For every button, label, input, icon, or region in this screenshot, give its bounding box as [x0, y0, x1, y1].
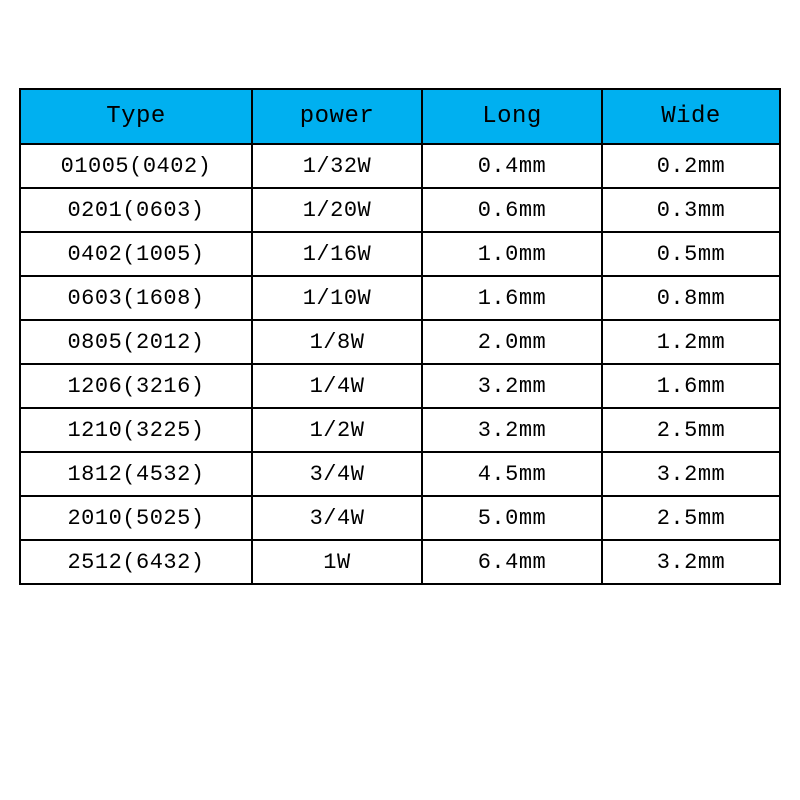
cell-wide: 3.2mm: [602, 452, 780, 496]
cell-long: 4.5mm: [422, 452, 602, 496]
cell-long: 1.0mm: [422, 232, 602, 276]
col-header-power: power: [252, 89, 422, 144]
cell-type: 1812(4532): [20, 452, 252, 496]
cell-long: 1.6mm: [422, 276, 602, 320]
table-row: 1812(4532) 3/4W 4.5mm 3.2mm: [20, 452, 780, 496]
cell-power: 3/4W: [252, 452, 422, 496]
cell-long: 0.6mm: [422, 188, 602, 232]
cell-type: 0402(1005): [20, 232, 252, 276]
table-body: 01005(0402) 1/32W 0.4mm 0.2mm 0201(0603)…: [20, 144, 780, 584]
cell-wide: 2.5mm: [602, 408, 780, 452]
col-header-long: Long: [422, 89, 602, 144]
cell-wide: 3.2mm: [602, 540, 780, 584]
cell-type: 0201(0603): [20, 188, 252, 232]
cell-type: 01005(0402): [20, 144, 252, 188]
cell-wide: 0.8mm: [602, 276, 780, 320]
cell-type: 0603(1608): [20, 276, 252, 320]
cell-power: 3/4W: [252, 496, 422, 540]
table-row: 0402(1005) 1/16W 1.0mm 0.5mm: [20, 232, 780, 276]
cell-power: 1/10W: [252, 276, 422, 320]
cell-type: 1210(3225): [20, 408, 252, 452]
table-header: Type power Long Wide: [20, 89, 780, 144]
table-row: 1206(3216) 1/4W 3.2mm 1.6mm: [20, 364, 780, 408]
col-header-type: Type: [20, 89, 252, 144]
cell-long: 5.0mm: [422, 496, 602, 540]
cell-long: 3.2mm: [422, 364, 602, 408]
cell-wide: 0.2mm: [602, 144, 780, 188]
col-header-wide: Wide: [602, 89, 780, 144]
table-row: 2512(6432) 1W 6.4mm 3.2mm: [20, 540, 780, 584]
table-row: 0201(0603) 1/20W 0.6mm 0.3mm: [20, 188, 780, 232]
cell-power: 1/8W: [252, 320, 422, 364]
cell-type: 1206(3216): [20, 364, 252, 408]
cell-power: 1/4W: [252, 364, 422, 408]
cell-type: 0805(2012): [20, 320, 252, 364]
cell-long: 0.4mm: [422, 144, 602, 188]
cell-wide: 0.3mm: [602, 188, 780, 232]
cell-type: 2512(6432): [20, 540, 252, 584]
table-row: 2010(5025) 3/4W 5.0mm 2.5mm: [20, 496, 780, 540]
cell-power: 1/16W: [252, 232, 422, 276]
cell-power: 1/20W: [252, 188, 422, 232]
table-header-row: Type power Long Wide: [20, 89, 780, 144]
spec-table: Type power Long Wide 01005(0402) 1/32W 0…: [19, 88, 781, 585]
cell-wide: 1.6mm: [602, 364, 780, 408]
table-row: 0805(2012) 1/8W 2.0mm 1.2mm: [20, 320, 780, 364]
cell-power: 1/2W: [252, 408, 422, 452]
cell-wide: 1.2mm: [602, 320, 780, 364]
cell-long: 6.4mm: [422, 540, 602, 584]
cell-long: 2.0mm: [422, 320, 602, 364]
cell-power: 1/32W: [252, 144, 422, 188]
cell-wide: 0.5mm: [602, 232, 780, 276]
cell-power: 1W: [252, 540, 422, 584]
page: Type power Long Wide 01005(0402) 1/32W 0…: [0, 0, 800, 800]
table-row: 0603(1608) 1/10W 1.6mm 0.8mm: [20, 276, 780, 320]
cell-type: 2010(5025): [20, 496, 252, 540]
cell-wide: 2.5mm: [602, 496, 780, 540]
cell-long: 3.2mm: [422, 408, 602, 452]
table-row: 01005(0402) 1/32W 0.4mm 0.2mm: [20, 144, 780, 188]
table-row: 1210(3225) 1/2W 3.2mm 2.5mm: [20, 408, 780, 452]
